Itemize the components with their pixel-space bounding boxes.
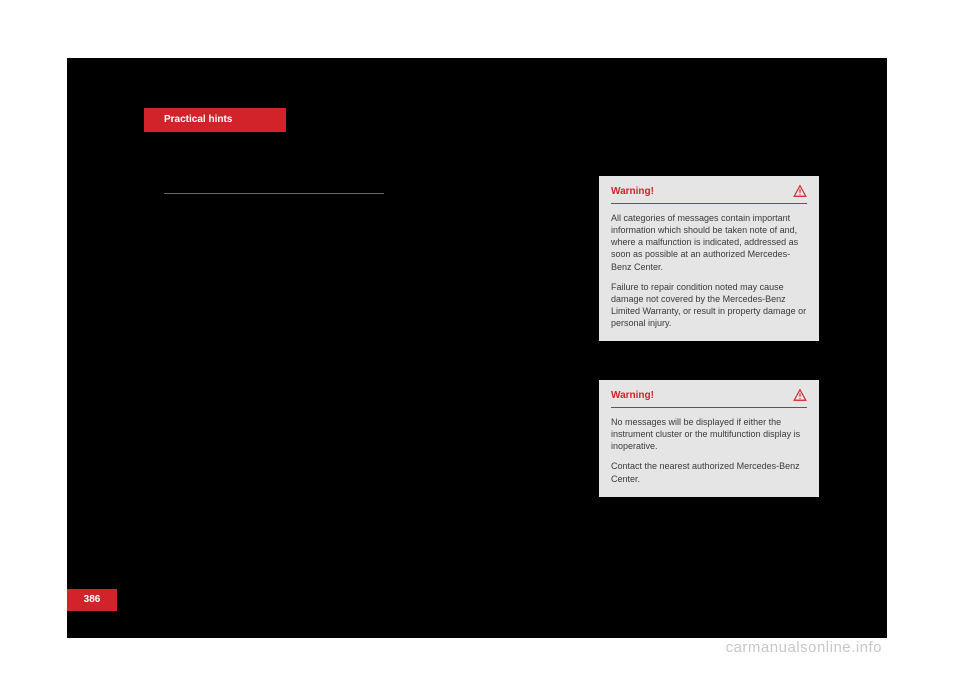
page-number-badge: 386 bbox=[67, 589, 117, 611]
warning-paragraph: No messages will be displayed if either … bbox=[611, 416, 807, 452]
warning-heading-row: Warning! bbox=[611, 390, 807, 408]
warning-heading-row: Warning! bbox=[611, 186, 807, 204]
warning-heading: Warning! bbox=[611, 186, 654, 197]
warning-paragraph: All categories of messages contain impor… bbox=[611, 212, 807, 273]
manual-page: Practical hints Warning! All categories … bbox=[67, 58, 887, 638]
page-number: 386 bbox=[84, 594, 101, 605]
warning-triangle-icon bbox=[793, 184, 807, 198]
warning-paragraph: Failure to repair condition noted may ca… bbox=[611, 281, 807, 330]
section-tab: Practical hints bbox=[144, 108, 286, 132]
divider bbox=[164, 193, 384, 194]
watermark-text: carmanualsonline.info bbox=[726, 639, 882, 656]
warning-paragraph: Contact the nearest authorized Mercedes-… bbox=[611, 460, 807, 484]
warning-box: Warning! No messages will be displayed i… bbox=[599, 380, 819, 497]
warning-triangle-icon bbox=[793, 388, 807, 402]
section-tab-label: Practical hints bbox=[164, 114, 232, 125]
warning-heading: Warning! bbox=[611, 390, 654, 401]
warning-box: Warning! All categories of messages cont… bbox=[599, 176, 819, 341]
